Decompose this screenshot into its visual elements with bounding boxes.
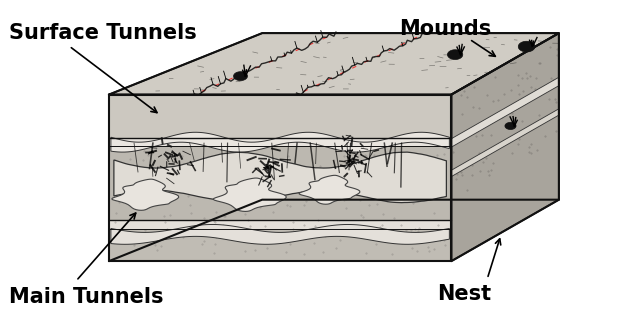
Polygon shape	[451, 77, 559, 147]
Polygon shape	[505, 122, 516, 129]
Polygon shape	[109, 146, 451, 219]
Polygon shape	[447, 50, 463, 60]
Polygon shape	[109, 33, 559, 95]
Polygon shape	[109, 219, 451, 230]
Polygon shape	[213, 178, 286, 212]
Text: Main Tunnels: Main Tunnels	[9, 287, 164, 307]
Polygon shape	[109, 230, 451, 261]
Polygon shape	[109, 95, 451, 138]
Polygon shape	[112, 179, 179, 210]
Polygon shape	[109, 138, 451, 146]
Polygon shape	[519, 41, 535, 52]
Polygon shape	[111, 132, 449, 152]
Text: Mounds: Mounds	[400, 19, 492, 39]
Text: Surface Tunnels: Surface Tunnels	[9, 23, 197, 43]
Polygon shape	[114, 152, 446, 203]
Text: Nest: Nest	[438, 284, 491, 304]
Polygon shape	[109, 95, 451, 261]
Polygon shape	[111, 225, 449, 244]
Polygon shape	[451, 109, 559, 177]
Polygon shape	[299, 175, 360, 204]
Polygon shape	[234, 72, 247, 81]
Polygon shape	[451, 33, 559, 261]
